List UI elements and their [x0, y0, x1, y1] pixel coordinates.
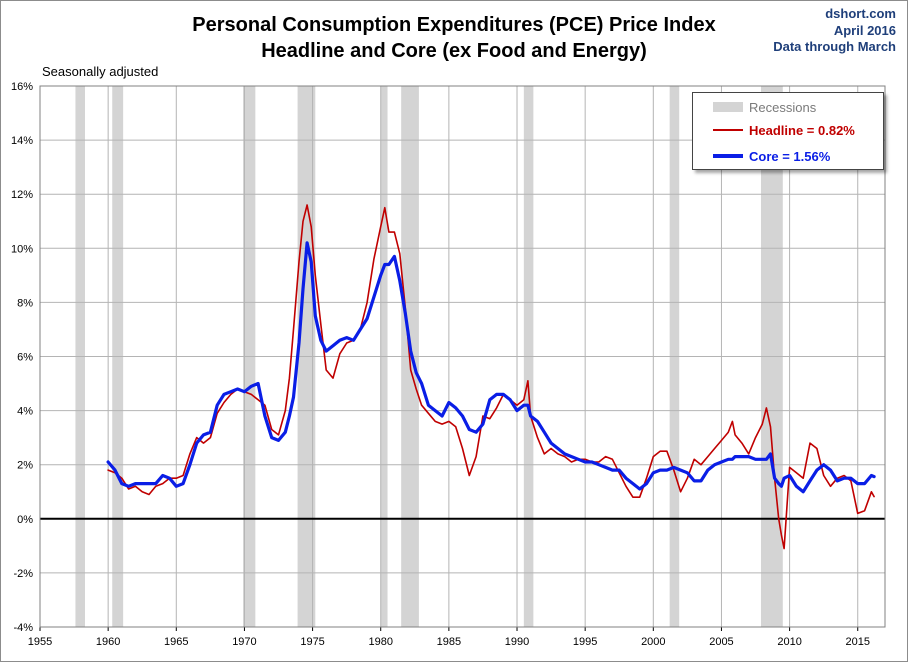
x-tick-label: 1955 [28, 636, 52, 648]
x-tick-label: 2015 [845, 636, 869, 648]
y-tick-label: 14% [11, 135, 33, 147]
y-tick-label: -4% [13, 622, 33, 634]
source-site: dshort.com [825, 6, 896, 21]
legend-headline-label: Headline = 0.82% [749, 122, 855, 138]
legend-core: Core = 1.56% [713, 147, 830, 165]
source-date: April 2016 [833, 22, 896, 38]
title-line-1: Personal Consumption Expenditures (PCE) … [192, 14, 716, 36]
y-tick-label: 0% [17, 514, 33, 526]
y-tick-label: 16% [11, 81, 33, 93]
x-tick-label: 2010 [777, 636, 801, 648]
legend-core-label: Core = 1.56% [749, 148, 831, 164]
x-tick-label: 1965 [164, 636, 188, 648]
core-swatch [713, 154, 743, 158]
legend: Recessions Headline = 0.82% Core = 1.56% [692, 92, 884, 170]
x-tick-label: 1960 [96, 636, 120, 648]
x-tick-label: 1990 [505, 636, 529, 648]
series-lines [106, 204, 876, 550]
source-block: dshort.com April 2016 Data through March [773, 6, 896, 56]
y-tick-label: 10% [11, 243, 33, 255]
legend-headline: Headline = 0.82% [713, 121, 855, 139]
core-series-line [106, 241, 876, 494]
y-tick-label: -2% [13, 568, 33, 580]
legend-recessions: Recessions [713, 98, 816, 116]
x-tick-label: 1980 [368, 636, 392, 648]
source-data-through: Data through March [773, 39, 896, 54]
headline-series-line [107, 204, 875, 550]
headline-swatch [713, 129, 743, 131]
y-tick-label: 6% [17, 352, 33, 364]
x-tick-label: 1970 [232, 636, 256, 648]
axes: 1955 1960 1965 1970 1975 1980 1985 1990 1995 2000… [11, 81, 886, 648]
title-line-2: Headline and Core (ex Food and Energy) [261, 40, 647, 62]
plot-border [39, 85, 886, 628]
x-tick-label: 1985 [437, 636, 461, 648]
y-tick-label: 8% [17, 297, 33, 309]
x-tick-label: 1995 [573, 636, 597, 648]
y-tick-label: 2% [17, 460, 33, 472]
chart-title: Personal Consumption Expenditures (PCE) … [0, 12, 908, 64]
y-tick-label: 12% [11, 189, 33, 201]
x-tick-label: 2005 [709, 636, 733, 648]
recession-swatch [713, 102, 743, 112]
x-tick-label: 1975 [300, 636, 324, 648]
y-tick-label: 4% [17, 406, 33, 418]
legend-recessions-label: Recessions [749, 99, 817, 115]
x-tick-label: 2000 [641, 636, 665, 648]
seasonally-adjusted-note: Seasonally adjusted [42, 64, 159, 79]
